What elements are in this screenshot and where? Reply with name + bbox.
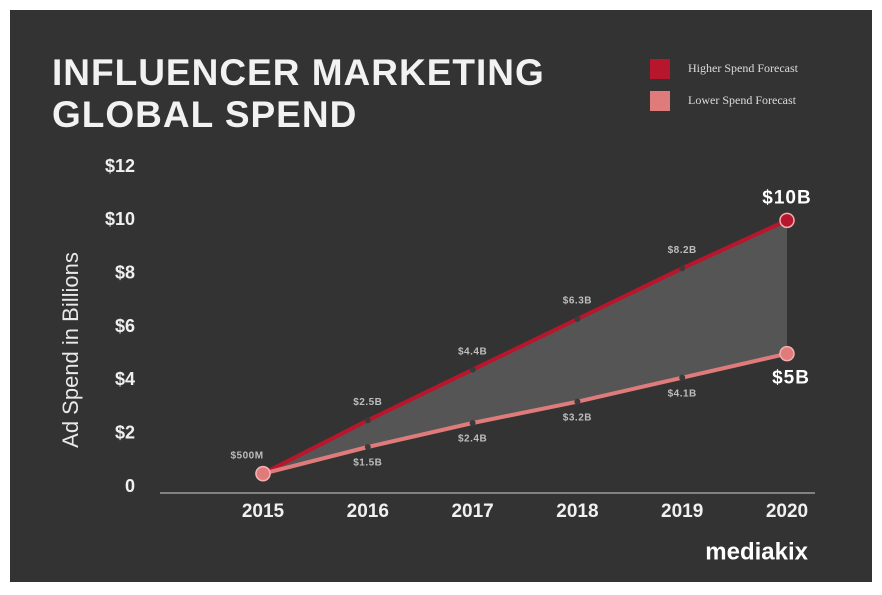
x-tick-label: 2017 — [451, 501, 493, 522]
value-label: $6.3B — [563, 296, 592, 307]
x-tick-label: 2020 — [766, 501, 808, 522]
legend-label: Lower Spend Forecast — [688, 93, 797, 107]
data-point — [255, 465, 271, 482]
logo: mediakix — [705, 538, 808, 565]
data-point — [469, 420, 476, 426]
data-point — [364, 417, 371, 424]
y-tick-label: $6 — [115, 316, 135, 336]
value-label: $3.2B — [563, 412, 592, 423]
value-label: $10B — [762, 187, 811, 208]
value-label: $5B — [772, 368, 810, 389]
y-tick-label: 0 — [125, 476, 135, 496]
value-label: $2.5B — [353, 397, 382, 408]
y-axis-label: Ad Spend in Billions — [58, 252, 83, 448]
data-point — [779, 345, 795, 362]
data-point — [574, 398, 581, 405]
value-label: $2.4B — [458, 434, 487, 445]
series-line — [262, 218, 788, 476]
data-point — [574, 316, 581, 322]
legend-swatch — [650, 91, 670, 111]
data-point — [364, 444, 371, 450]
y-tick-label: $2 — [115, 422, 135, 442]
value-label: $4.4B — [458, 346, 487, 357]
data-point — [679, 265, 686, 272]
area-between — [263, 220, 787, 474]
y-tick-label: $12 — [105, 156, 135, 176]
series-line — [262, 351, 788, 476]
data-point — [779, 212, 795, 229]
legend-swatch — [650, 59, 670, 79]
chart-title: INFLUENCER MARKETING GLOBAL SPEND — [52, 52, 545, 135]
value-label: $8.2B — [668, 245, 697, 256]
data-point — [679, 374, 686, 381]
value-label: $4.1B — [668, 388, 697, 399]
x-tick-label: 2019 — [661, 501, 703, 522]
y-tick-label: $4 — [115, 369, 135, 389]
legend-label: Higher Spend Forecast — [688, 61, 799, 75]
value-label: $1.5B — [353, 458, 382, 469]
data-point — [469, 366, 476, 373]
x-tick-label: 2016 — [347, 501, 389, 522]
x-tick-label: 2015 — [242, 501, 285, 522]
y-tick-label: $10 — [105, 209, 135, 229]
x-tick-label: 2018 — [556, 501, 598, 522]
y-tick-label: $8 — [115, 262, 135, 282]
value-label: $500M — [230, 450, 263, 461]
